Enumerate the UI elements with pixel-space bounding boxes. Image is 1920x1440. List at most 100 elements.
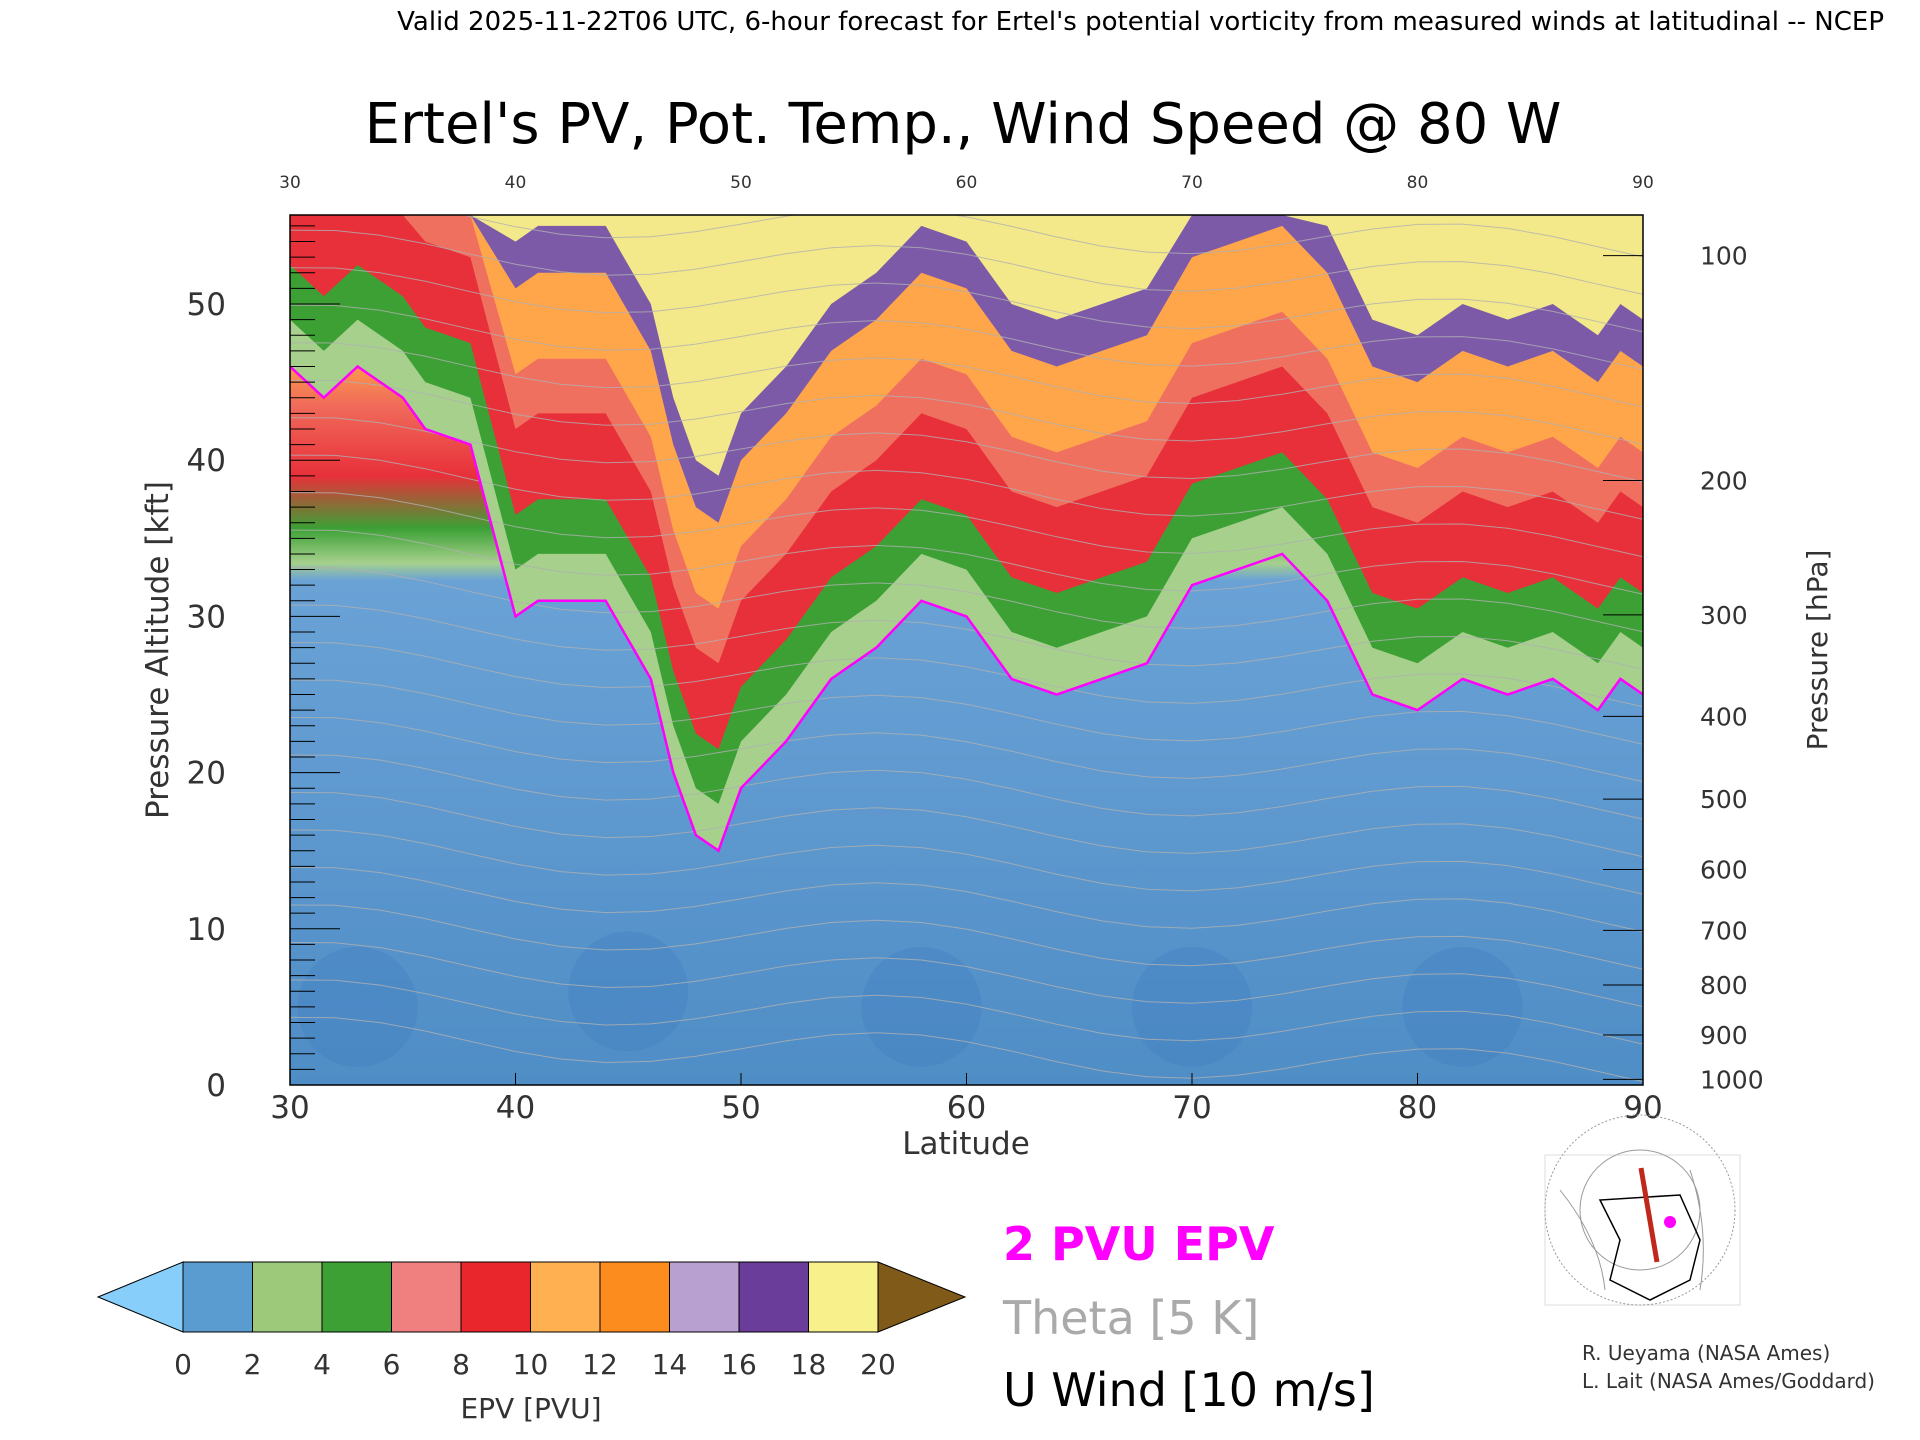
theta-contour-line	[290, 942, 1643, 1008]
x-tick-label: 40	[496, 1090, 535, 1126]
theta-contour-line	[290, 792, 1643, 858]
colorbar-segment	[252, 1261, 323, 1333]
x-tick-label: 80	[1398, 1090, 1437, 1126]
y-tick-label: 10	[187, 912, 226, 948]
plot-area	[289, 214, 1644, 1086]
theta-contour-line	[290, 642, 1643, 708]
legend-pv: 2 PVU EPV	[1003, 1217, 1275, 1271]
colorbar: 0 2 4 6 8 10 12 14 16 18 20	[96, 1261, 967, 1381]
colorbar-tick-label: 0	[174, 1348, 192, 1381]
colorbar-segment	[182, 1261, 253, 1333]
colorbar-label: EPV [PVU]	[460, 1392, 601, 1425]
theta-contour-line	[290, 867, 1643, 933]
colorbar-tick-label: 14	[652, 1348, 688, 1381]
pressure-tick-label: 200	[1700, 467, 1748, 496]
pv-lowlevel-cell	[297, 946, 418, 1067]
y-tick-label: 20	[187, 756, 226, 792]
colorbar-tick-label: 10	[513, 1348, 549, 1381]
pressure-tick-label: 300	[1700, 601, 1748, 630]
y-axis-label: Pressure Altitude [kft]	[140, 481, 176, 819]
theta-contour-line	[290, 379, 1643, 445]
y-tick-label: 40	[187, 443, 226, 479]
colorbar-segment	[738, 1261, 809, 1333]
theta-contour-line	[290, 979, 1643, 1045]
theta-contour-line	[290, 492, 1643, 558]
y2-axis-label: Pressure [hPa]	[1801, 550, 1834, 751]
pv-band	[290, 215, 1643, 476]
theta-contour-line	[290, 567, 1643, 633]
x-top-tick-label: 50	[730, 173, 752, 193]
x-top-tick-label: 40	[505, 173, 527, 193]
x-tick-label: 30	[270, 1090, 309, 1126]
colorbar-segment	[808, 1261, 879, 1333]
colorbar-segment	[669, 1261, 740, 1333]
page-header: Valid 2025-11-22T06 UTC, 6-hour forecast…	[397, 7, 1884, 37]
x-tick-label: 60	[947, 1090, 986, 1126]
pressure-tick-label: 1000	[1700, 1065, 1764, 1094]
pv-band	[290, 215, 1643, 609]
pv-lowlevel-cell	[568, 931, 689, 1052]
pressure-tick-label: 600	[1700, 855, 1748, 884]
theta-contour-line	[290, 267, 1643, 333]
pressure-tick-label: 900	[1700, 1021, 1748, 1050]
colorbar-tick-label: 6	[383, 1348, 401, 1381]
colorbar-under-arrow	[96, 1261, 184, 1333]
chart-title: Ertel's PV, Pot. Temp., Wind Speed @ 80 …	[365, 92, 1562, 157]
colorbar-tick-label: 18	[791, 1348, 827, 1381]
theta-contour-line	[290, 417, 1643, 483]
colorbar-tick-label: 2	[244, 1348, 262, 1381]
theta-contour-line	[290, 304, 1643, 370]
legend-wind: U Wind [10 m/s]	[1003, 1363, 1375, 1417]
pv-lowlevel-cell	[861, 946, 982, 1067]
theta-contour-line	[460, 215, 1643, 258]
theta-contour-line	[290, 454, 1643, 520]
colorbar-tick-label: 16	[721, 1348, 757, 1381]
x-top-tick-label: 60	[956, 173, 978, 193]
colorbar-segment	[321, 1261, 392, 1333]
theta-contour-line	[290, 529, 1643, 595]
colorbar-over-arrow	[877, 1261, 967, 1333]
x-tick-label: 90	[1623, 1090, 1662, 1126]
colorbar-segment	[530, 1261, 601, 1333]
y-axis-right: 100 200 300 400 500 600 700 800 900 1000	[1603, 242, 1764, 1094]
x-tick-label: 50	[721, 1090, 760, 1126]
locator-map	[1544, 1114, 1741, 1306]
theta-contours	[290, 215, 1643, 1083]
y-tick-label: 0	[206, 1068, 226, 1104]
pv-2pvu-contour	[290, 364, 1643, 853]
pressure-tick-label: 400	[1700, 702, 1748, 731]
pv-lowlevel-cell	[1132, 946, 1252, 1067]
y-axis-left: 0 10 20 30 40 50	[187, 225, 340, 1104]
colorbar-tick-label: 4	[313, 1348, 331, 1381]
theta-contour-line	[290, 679, 1643, 745]
colorbar-segment	[391, 1261, 462, 1333]
pv-band	[290, 215, 1643, 523]
x-tick-label: 70	[1172, 1090, 1211, 1126]
x-axis-bottom: 30 40 50 60 70 80 90	[270, 1073, 1663, 1126]
theta-contour-line	[290, 1016, 1643, 1083]
x-axis-top: 30 40 50 60 70 80 90	[279, 173, 1654, 193]
colorbar-tick-label: 8	[452, 1348, 470, 1381]
theta-contour-line	[290, 904, 1643, 970]
y-tick-label: 30	[187, 599, 226, 635]
theta-contour-line	[290, 604, 1643, 670]
legend-theta: Theta [5 K]	[1002, 1291, 1259, 1345]
y-tick-label: 50	[187, 287, 226, 323]
theta-contour-line	[290, 754, 1643, 820]
theta-contour-line	[290, 342, 1643, 408]
x-top-tick-label: 70	[1181, 173, 1203, 193]
colorbar-segment	[599, 1261, 670, 1333]
theta-contour-line	[290, 829, 1643, 895]
x-axis-label: Latitude	[902, 1126, 1030, 1162]
theta-contour-line	[290, 229, 1643, 295]
colorbar-tick-label: 12	[582, 1348, 618, 1381]
pressure-tick-label: 100	[1700, 242, 1748, 271]
x-top-tick-label: 90	[1632, 173, 1654, 193]
pressure-tick-label: 500	[1700, 785, 1748, 814]
pressure-tick-label: 800	[1700, 971, 1748, 1000]
colorbar-segment	[460, 1261, 531, 1333]
credit-line-1: R. Ueyama (NASA Ames)	[1582, 1341, 1830, 1365]
theta-contour-line	[290, 717, 1643, 783]
pv-bands	[290, 215, 1643, 1067]
